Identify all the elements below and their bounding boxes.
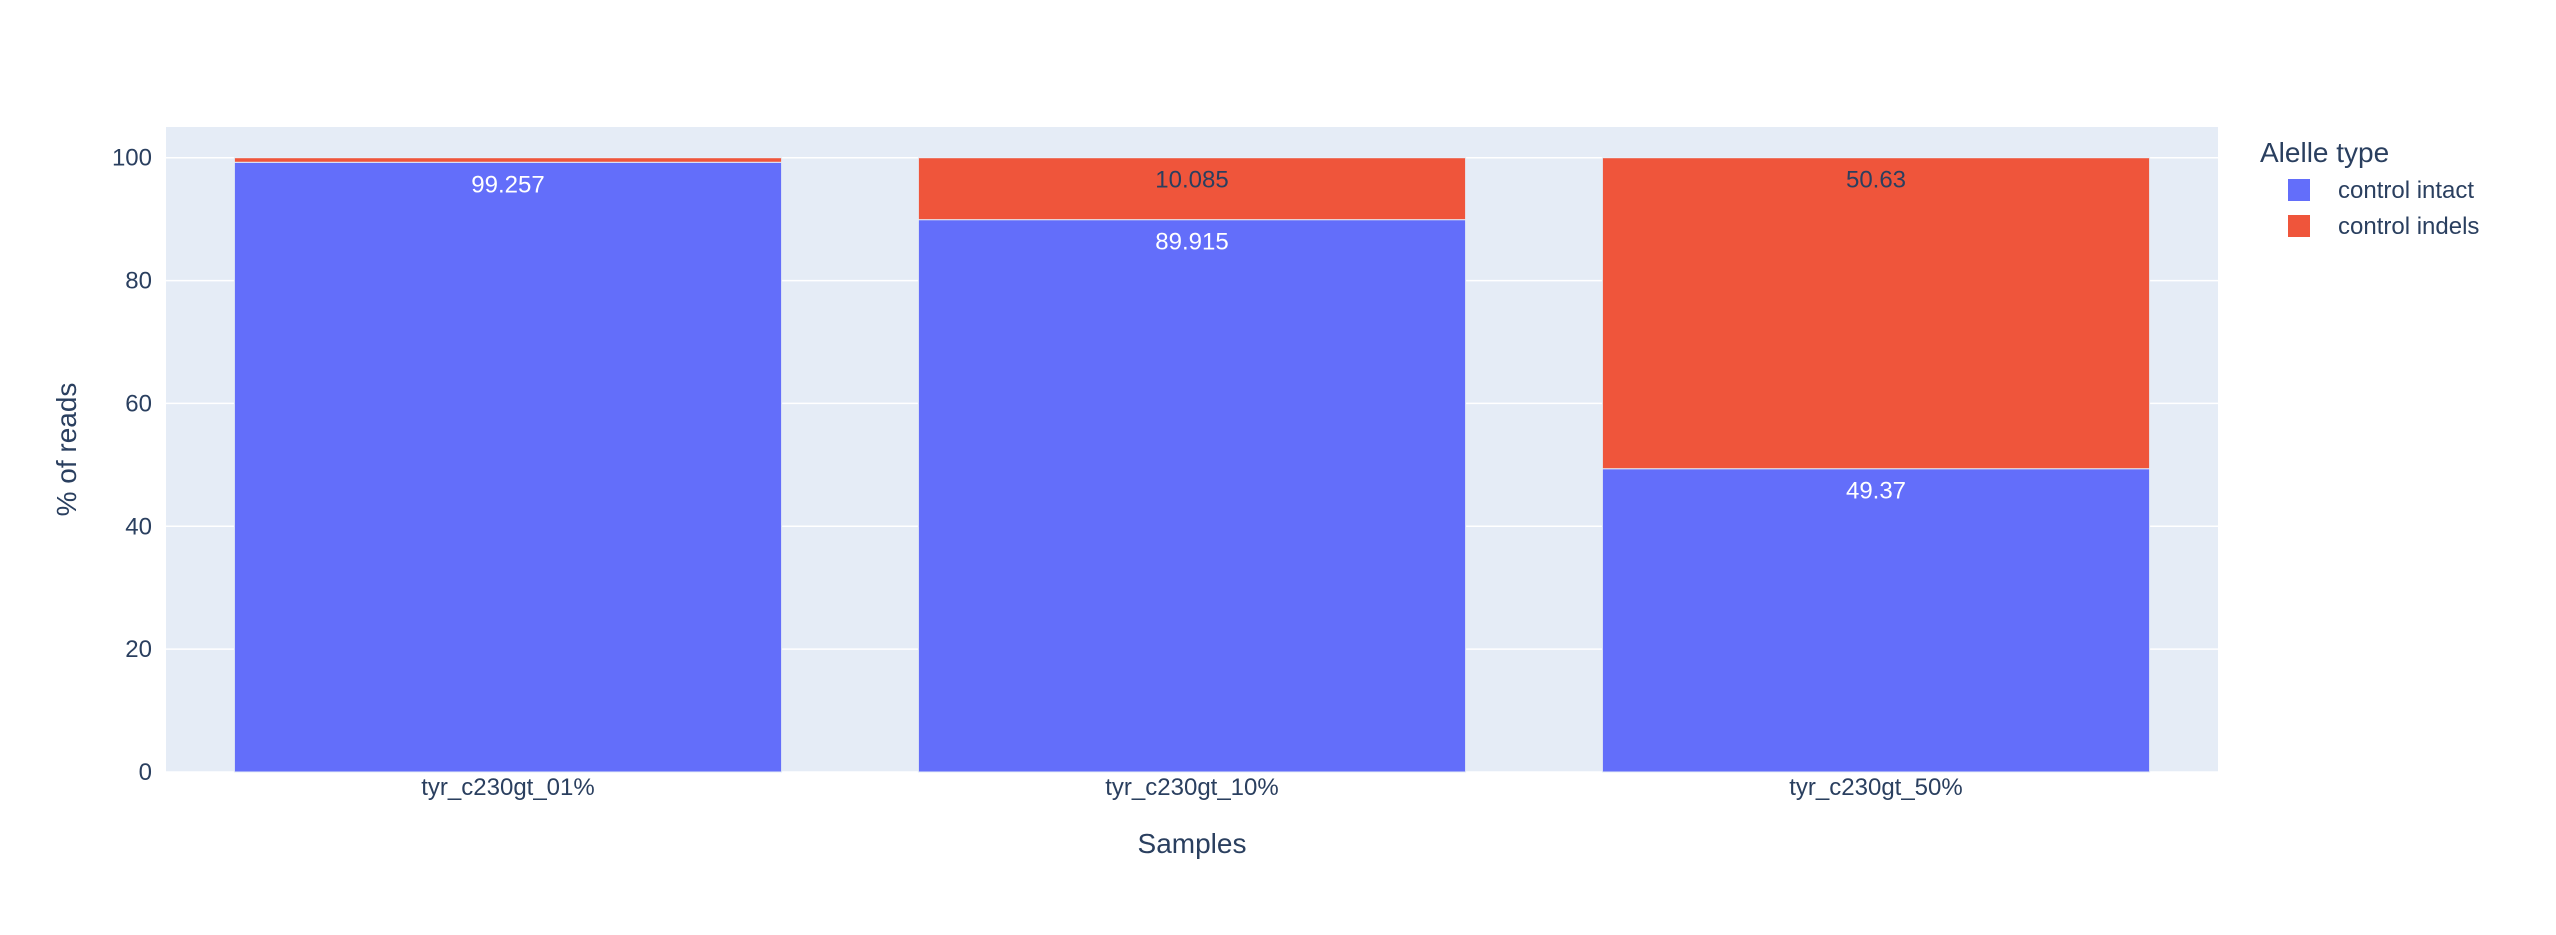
bar-segment xyxy=(1601,157,2151,470)
legend-item-label[interactable]: control intact xyxy=(2338,177,2474,204)
legend: Alelle type control intact control indels xyxy=(2260,137,2479,240)
x-axis-ticks: tyr_c230gt_01% tyr_c230gt_10% tyr_c230gt_5… xyxy=(421,774,1962,801)
y-tick-label: 100 xyxy=(112,145,152,172)
bars xyxy=(233,157,2151,773)
y-tick-label: 40 xyxy=(125,513,152,540)
y-tick-label: 80 xyxy=(125,268,152,295)
legend-title: Alelle type xyxy=(2260,137,2389,168)
legend-item-label[interactable]: control indels xyxy=(2338,213,2479,240)
y-tick-label: 60 xyxy=(125,390,152,417)
y-tick-label: 20 xyxy=(125,636,152,663)
x-axis-title: Samples xyxy=(1138,828,1247,859)
x-tick-label: tyr_c230gt_50% xyxy=(1789,774,1962,801)
y-tick-label: 0 xyxy=(139,759,152,786)
bar-segment xyxy=(1601,468,2151,773)
legend-swatch xyxy=(2288,179,2310,201)
y-axis-title: % of reads xyxy=(51,383,82,517)
bar-value-label: 99.257 xyxy=(471,171,544,198)
legend-swatch xyxy=(2288,215,2310,237)
bar-value-label: 89.915 xyxy=(1155,229,1228,256)
bar-segment xyxy=(233,157,783,163)
bar-value-label: 50.63 xyxy=(1846,167,1906,194)
bar-value-label: 49.37 xyxy=(1846,478,1906,505)
bar-segment xyxy=(233,161,783,773)
y-axis-ticks: 0 20 40 60 80 100 xyxy=(112,145,152,786)
x-tick-label: tyr_c230gt_01% xyxy=(421,774,594,801)
bar-segment xyxy=(917,219,1467,773)
bar-value-label: 10.085 xyxy=(1155,167,1228,194)
x-tick-label: tyr_c230gt_10% xyxy=(1105,774,1278,801)
bar-segment xyxy=(917,157,1467,221)
bar-labels: 99.257 89.915 10.085 49.37 50.63 xyxy=(471,167,1906,505)
